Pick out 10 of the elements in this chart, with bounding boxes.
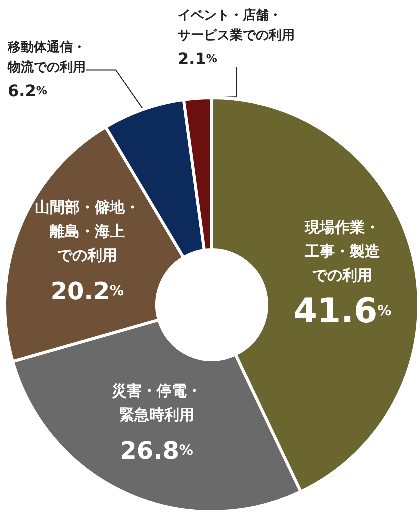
data-label: 20.2% [50, 278, 124, 306]
data-label: 2.1% [178, 50, 218, 68]
data-label: 6.2% [8, 82, 48, 100]
slice-label: 移動体通信・物流での利用 [7, 40, 86, 76]
data-label: 26.8% [120, 437, 194, 466]
slice-label: 災害・停電・緊急時利用 [110, 382, 202, 424]
slice-label: イベント・店舗・サービス業での利用 [178, 8, 295, 44]
slice-label: 山間部・僻地・離島・海上での利用 [34, 198, 140, 265]
data-label: 41.6% [294, 291, 392, 332]
slice-label: 現場作業・工事・製造での利用 [304, 218, 382, 284]
